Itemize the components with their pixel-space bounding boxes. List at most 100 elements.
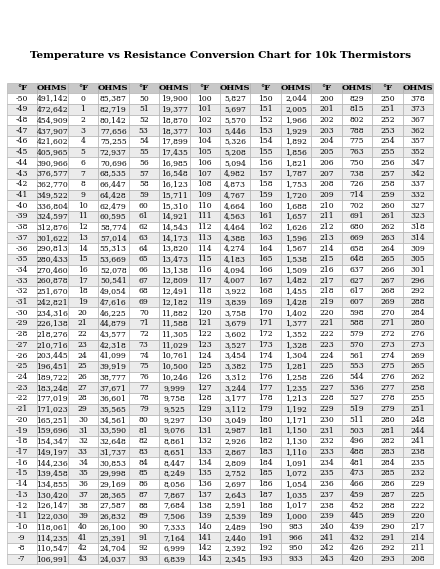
Text: 70: 70 [139, 309, 149, 317]
Text: 1,258: 1,258 [285, 373, 307, 381]
Text: 13,138: 13,138 [161, 266, 188, 274]
Text: 2,489: 2,489 [224, 523, 246, 531]
Text: -24: -24 [16, 373, 28, 381]
Text: 2,591: 2,591 [224, 501, 246, 510]
Text: -10: -10 [16, 523, 28, 531]
Text: 4,007: 4,007 [224, 277, 246, 284]
Text: 250: 250 [380, 94, 395, 102]
Text: 8,447: 8,447 [163, 459, 185, 467]
Text: 210,716: 210,716 [37, 341, 68, 349]
Text: 79: 79 [139, 405, 149, 413]
Text: 269: 269 [380, 298, 395, 306]
Text: 180: 180 [258, 416, 273, 424]
Text: 82: 82 [139, 438, 149, 446]
Text: 342: 342 [411, 170, 425, 178]
Text: 55: 55 [139, 148, 149, 156]
Text: 265: 265 [380, 255, 395, 263]
Text: 293: 293 [380, 555, 395, 563]
Text: 25,391: 25,391 [100, 534, 127, 542]
Text: -49: -49 [16, 105, 28, 113]
Text: 283: 283 [380, 448, 395, 456]
Text: °F: °F [139, 84, 149, 92]
Text: 702: 702 [350, 201, 364, 209]
Text: 32: 32 [78, 438, 88, 446]
Text: 282: 282 [380, 438, 395, 446]
Text: 31,737: 31,737 [100, 448, 127, 456]
Text: 110,547: 110,547 [37, 545, 68, 552]
Text: 5: 5 [81, 148, 85, 156]
Text: 6,839: 6,839 [163, 555, 185, 563]
Text: 472,642: 472,642 [37, 105, 68, 113]
Text: 109: 109 [198, 191, 212, 199]
Text: 169: 169 [258, 298, 273, 306]
Text: 12,182: 12,182 [161, 298, 187, 306]
Text: 276: 276 [380, 373, 395, 381]
Text: 775: 775 [350, 137, 364, 146]
Text: 189: 189 [258, 512, 273, 520]
Text: 61: 61 [139, 212, 149, 220]
Text: 257: 257 [380, 170, 395, 178]
Text: 290,813: 290,813 [37, 245, 68, 253]
Text: 203: 203 [319, 127, 334, 135]
Text: 187: 187 [258, 491, 273, 499]
Text: 452: 452 [350, 501, 364, 510]
Text: 285: 285 [380, 469, 395, 477]
Text: 17,899: 17,899 [161, 137, 187, 146]
Text: 121: 121 [198, 319, 212, 328]
Text: 11,588: 11,588 [161, 319, 187, 328]
Text: 188: 188 [258, 501, 273, 510]
Text: 488: 488 [350, 448, 364, 456]
Text: 570: 570 [350, 341, 364, 349]
Text: 41: 41 [78, 534, 88, 542]
Text: 174: 174 [258, 352, 273, 360]
Text: 139: 139 [198, 512, 212, 520]
Text: 84: 84 [139, 459, 149, 467]
Text: 86: 86 [139, 480, 149, 488]
Text: 544: 544 [350, 373, 364, 381]
Text: 1,130: 1,130 [285, 438, 307, 446]
Text: 108: 108 [198, 180, 212, 188]
Text: 18,377: 18,377 [161, 127, 188, 135]
Text: 1,110: 1,110 [285, 448, 307, 456]
Text: 80: 80 [139, 416, 149, 424]
Text: 103: 103 [198, 127, 212, 135]
Text: 132: 132 [198, 438, 212, 446]
Text: 232: 232 [411, 469, 425, 477]
Text: 309: 309 [411, 245, 425, 253]
Text: 217: 217 [319, 277, 334, 284]
Text: 33,590: 33,590 [100, 427, 127, 435]
Text: 269: 269 [411, 352, 425, 360]
Text: 4,274: 4,274 [224, 245, 246, 253]
Text: -25: -25 [16, 362, 28, 370]
Text: 251,670: 251,670 [37, 287, 68, 295]
Text: 34,561: 34,561 [100, 416, 127, 424]
Text: 233: 233 [319, 448, 334, 456]
Text: 750: 750 [350, 159, 364, 167]
Text: 1,892: 1,892 [285, 137, 307, 146]
Text: 151: 151 [258, 105, 273, 113]
Text: 1,657: 1,657 [285, 212, 307, 220]
Text: 119: 119 [198, 298, 212, 306]
Text: 129: 129 [198, 405, 212, 413]
Text: 4,464: 4,464 [224, 223, 246, 231]
Text: 7,867: 7,867 [163, 491, 185, 499]
Text: -11: -11 [16, 512, 28, 520]
Text: 27,587: 27,587 [100, 501, 127, 510]
Text: 561: 561 [350, 352, 364, 360]
Text: 421,602: 421,602 [37, 137, 68, 146]
Text: 186: 186 [258, 480, 273, 488]
Text: 277: 277 [380, 384, 395, 391]
Text: 25: 25 [78, 362, 88, 370]
Text: 93: 93 [139, 555, 149, 563]
Text: 87: 87 [139, 491, 149, 499]
Text: 18,870: 18,870 [161, 116, 187, 124]
Text: 113: 113 [198, 234, 212, 242]
Text: 133: 133 [197, 448, 212, 456]
Text: OHMS: OHMS [220, 84, 250, 92]
Text: 102: 102 [198, 116, 212, 124]
Text: 178: 178 [258, 394, 273, 402]
Text: 173: 173 [258, 341, 273, 349]
Text: 243: 243 [319, 555, 334, 563]
Text: 12,809: 12,809 [161, 277, 187, 284]
Text: 189,722: 189,722 [37, 373, 68, 381]
